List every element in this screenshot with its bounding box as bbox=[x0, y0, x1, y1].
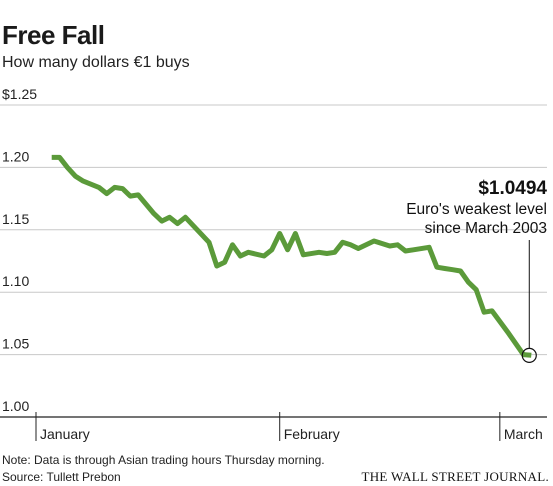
y-tick-label: $1.25 bbox=[2, 86, 37, 102]
y-tick-label: 1.10 bbox=[2, 273, 29, 289]
chart-subtitle: How many dollars €1 buys bbox=[2, 54, 190, 71]
series-lines bbox=[51, 154, 532, 358]
series-line bbox=[51, 154, 532, 358]
annotation-value: $1.0494 bbox=[478, 178, 547, 199]
footnote: Note: Data is through Asian trading hour… bbox=[2, 453, 325, 467]
annotation-line-2: since March 2003 bbox=[425, 220, 547, 237]
x-axis: January February March bbox=[35, 412, 543, 442]
x-tick-label: February bbox=[284, 426, 340, 442]
y-tick-label: 1.15 bbox=[2, 211, 29, 227]
annotation-line-1: Euro's weakest level bbox=[406, 201, 547, 218]
y-tick-label: 1.20 bbox=[2, 148, 29, 164]
x-tick-label: March bbox=[504, 426, 543, 442]
annotation-group: $1.0494 Euro's weakest level since March 2… bbox=[406, 178, 547, 363]
gridlines bbox=[0, 104, 547, 418]
x-tick-label: January bbox=[40, 426, 90, 442]
publisher-credit: THE WALL STREET JOURNAL. bbox=[361, 469, 549, 484]
chart-title: Free Fall bbox=[2, 20, 105, 50]
y-tick-label: 1.05 bbox=[2, 336, 29, 352]
y-axis-ticks: 1.00 1.05 1.10 1.15 1.20 $1.25 bbox=[2, 86, 37, 414]
source-note: Source: Tullett Prebon bbox=[2, 470, 121, 484]
y-tick-label: 1.00 bbox=[2, 398, 29, 414]
